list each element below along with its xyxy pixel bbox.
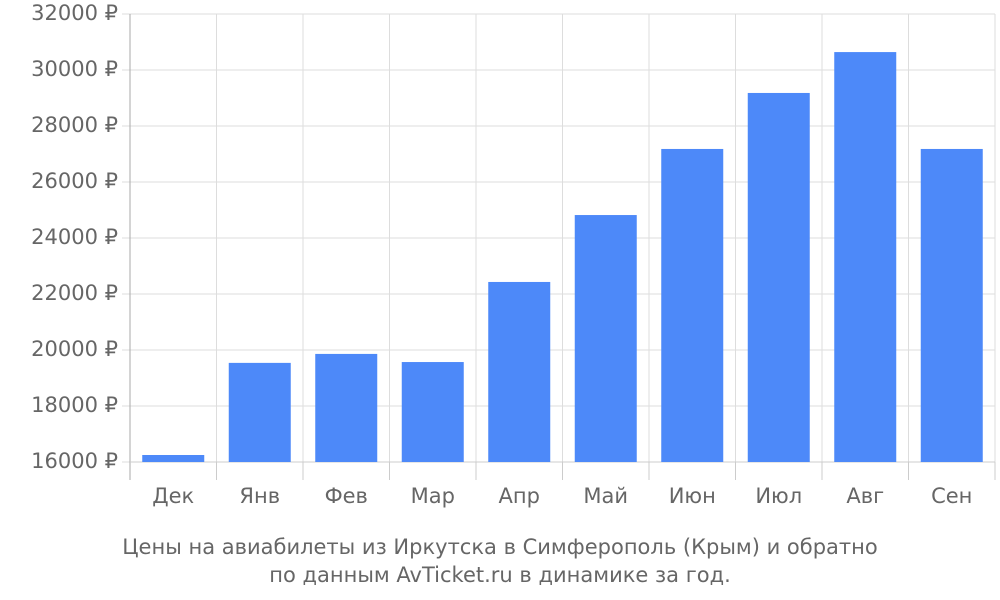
x-tick-label: Июл	[755, 484, 802, 508]
y-tick-label: 18000 ₽	[31, 393, 118, 417]
bar	[488, 281, 551, 462]
x-tick-label: Мар	[411, 484, 455, 508]
y-tick-label: 20000 ₽	[31, 337, 118, 361]
x-tick-label: Фев	[325, 484, 368, 508]
x-tick-label: Дек	[152, 484, 194, 508]
x-tick-label: Сен	[931, 484, 972, 508]
bar	[834, 52, 897, 463]
y-tick-label: 22000 ₽	[31, 281, 118, 305]
y-tick-label: 30000 ₽	[31, 57, 118, 81]
bar	[747, 92, 810, 463]
y-tick-label: 32000 ₽	[31, 1, 118, 25]
y-tick-label: 28000 ₽	[31, 113, 118, 137]
chart-title: по данным AvTicket.ru в динамике за год.	[269, 563, 731, 587]
x-tick-label: Авг	[846, 484, 884, 508]
x-tick-label: Апр	[499, 484, 540, 508]
y-tick-label: 26000 ₽	[31, 169, 118, 193]
x-tick-label: Янв	[239, 484, 280, 508]
bar	[574, 215, 637, 462]
chart-title: Цены на авиабилеты из Иркутска в Симферо…	[122, 535, 878, 559]
bar	[228, 362, 291, 462]
bar	[661, 148, 724, 462]
x-tick-label: Май	[583, 484, 628, 508]
bar	[401, 362, 464, 462]
bar	[315, 353, 378, 462]
y-tick-label: 16000 ₽	[31, 449, 118, 473]
x-tick-label: Июн	[669, 484, 716, 508]
bar	[920, 148, 983, 462]
y-tick-label: 24000 ₽	[31, 225, 118, 249]
bar	[142, 455, 205, 462]
